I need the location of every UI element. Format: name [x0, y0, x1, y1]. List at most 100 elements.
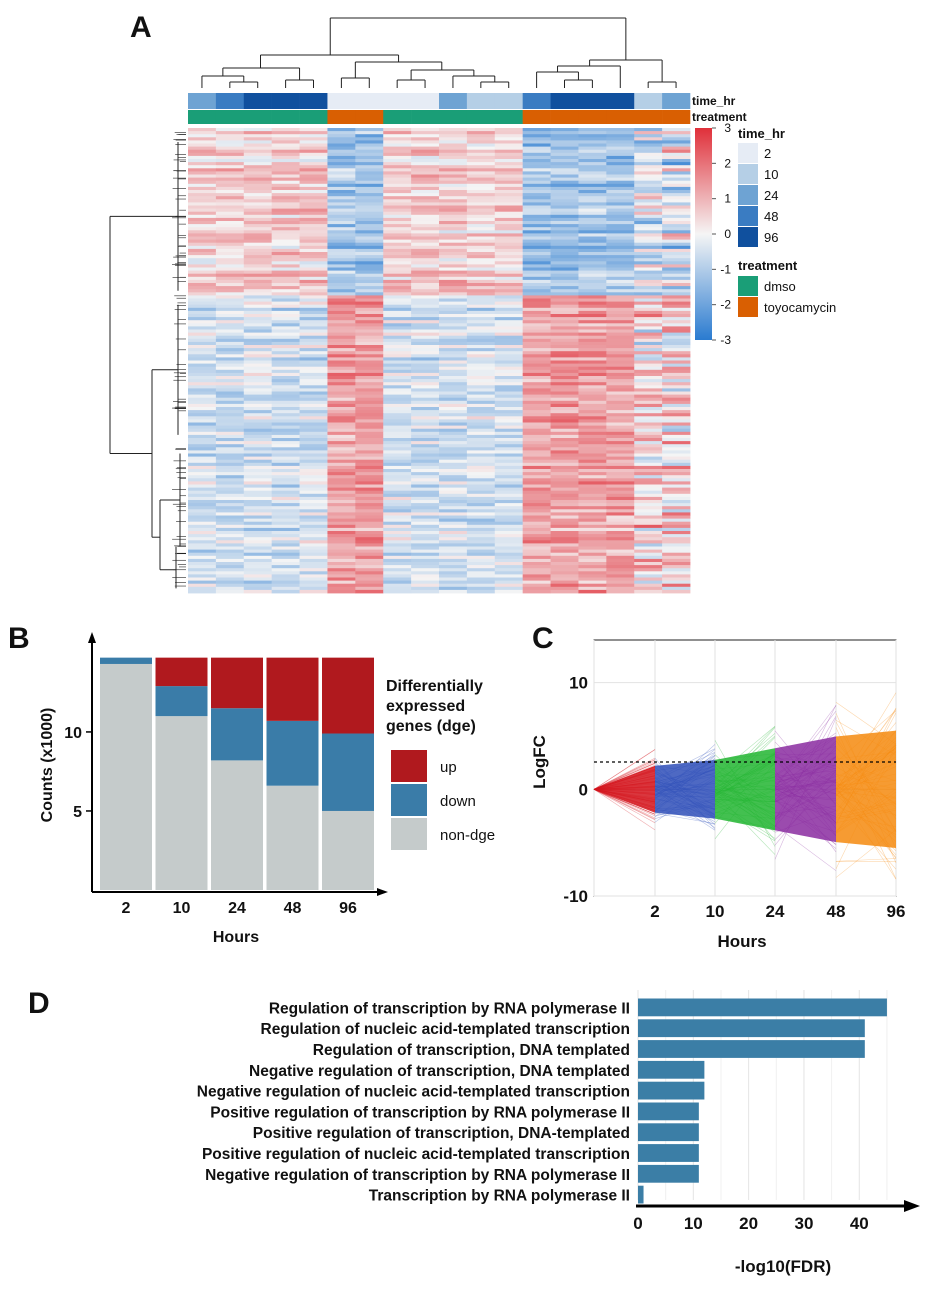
heatmap-cell [355, 372, 384, 377]
heatmap-cell [411, 577, 440, 581]
heatmap-cell [271, 227, 300, 231]
heatmap-cell [327, 400, 356, 405]
heatmap-cell [494, 208, 524, 213]
heatmap-cell [634, 391, 663, 395]
heatmap-cell [606, 307, 635, 312]
heatmap-cell [271, 258, 300, 262]
heatmap-cell [494, 512, 524, 516]
heatmap-cell [662, 413, 691, 417]
heatmap-cell [355, 258, 384, 262]
legend-swatch [391, 750, 427, 782]
treatment-cell [550, 110, 579, 124]
heatmap-cell [662, 289, 691, 293]
heatmap-cell [466, 394, 496, 399]
heatmap-cell [606, 320, 635, 324]
heatmap-cell [411, 503, 440, 507]
b-y-axis-arrow [88, 632, 96, 643]
heatmap-cell [550, 329, 579, 333]
heatmap-cell [355, 366, 384, 371]
heatmap-cell [494, 438, 524, 442]
heatmap-cell [550, 190, 579, 194]
heatmap-cell [188, 518, 217, 523]
heatmap-cell [662, 438, 691, 442]
heatmap-cell [271, 286, 300, 290]
heatmap-cell [243, 245, 273, 250]
heatmap-cell [411, 314, 440, 318]
heatmap-cell [606, 422, 635, 426]
heatmap-cell [662, 227, 691, 231]
heatmap-cell [466, 252, 496, 256]
heatmap-cell [522, 186, 551, 191]
heatmap-cell [550, 230, 579, 234]
heatmap-cell [634, 301, 663, 306]
heatmap-cell [634, 245, 663, 250]
heatmap-cell [411, 431, 440, 436]
heatmap-cell [411, 403, 440, 408]
heatmap-cell [522, 242, 551, 247]
heatmap-cell [606, 518, 635, 523]
heatmap-cell [634, 276, 663, 281]
heatmap-cell [634, 410, 663, 414]
heatmap-cell [466, 403, 496, 408]
heatmap-cell [188, 481, 217, 485]
heatmap-cell [188, 407, 217, 411]
heatmap-cell [271, 152, 300, 157]
heatmap-cell [606, 385, 635, 389]
heatmap-cell [522, 475, 551, 479]
heatmap-cell [355, 137, 384, 141]
heatmap-cell [439, 205, 468, 209]
heatmap-cell [439, 580, 468, 585]
heatmap-cell [550, 562, 579, 566]
heatmap-cell [522, 509, 551, 513]
heatmap-cell [466, 279, 496, 284]
heatmap-cell [215, 177, 245, 182]
heatmap-cell [299, 283, 328, 287]
heatmap-cell [466, 146, 496, 151]
heatmap-cell [188, 543, 217, 547]
heatmap-cell [188, 323, 217, 327]
heatmap-cell [494, 571, 524, 575]
heatmap-cell [188, 348, 217, 352]
heatmap-cell [271, 537, 300, 541]
heatmap-cell [188, 279, 217, 284]
heatmap-cell [439, 152, 468, 157]
heatmap-cell [606, 546, 635, 550]
heatmap-cell [271, 428, 300, 433]
heatmap-cell [215, 496, 245, 501]
heatmap-cell [243, 431, 273, 436]
heatmap-cell [243, 453, 273, 457]
heatmap-cell [383, 332, 412, 337]
heatmap-cell [634, 589, 663, 594]
heatmap-cell [522, 496, 551, 501]
heatmap-cell [271, 580, 300, 585]
heatmap-cell [383, 329, 412, 333]
heatmap-cell [606, 248, 635, 253]
heatmap-cell [215, 537, 245, 541]
heatmap-cell [662, 180, 691, 185]
heatmap-cell [662, 239, 691, 244]
heatmap-cell [494, 252, 524, 256]
heatmap-cell [439, 453, 468, 457]
heatmap-cell [271, 183, 300, 188]
heatmap-cell [243, 577, 273, 581]
heatmap-cell [355, 537, 384, 541]
heatmap-cell [578, 475, 607, 479]
heatmap-cell [439, 174, 468, 178]
heatmap-cell [550, 304, 579, 309]
heatmap-cell [355, 558, 384, 563]
heatmap-cell [466, 307, 496, 312]
heatmap-cell [439, 524, 468, 529]
heatmap-cell [215, 146, 245, 151]
heatmap-cell [662, 196, 691, 200]
heatmap-cell [411, 382, 440, 386]
b-legend-title-3: genes (dge) [386, 718, 476, 735]
heatmap-cell [355, 565, 384, 569]
heatmap-cell [355, 472, 384, 476]
heatmap-cell [606, 165, 635, 169]
heatmap-cell [215, 400, 245, 405]
heatmap-cell [215, 543, 245, 547]
heatmap-cell [578, 298, 607, 302]
time-hr-cell [606, 93, 635, 109]
heatmap-cell [271, 180, 300, 185]
